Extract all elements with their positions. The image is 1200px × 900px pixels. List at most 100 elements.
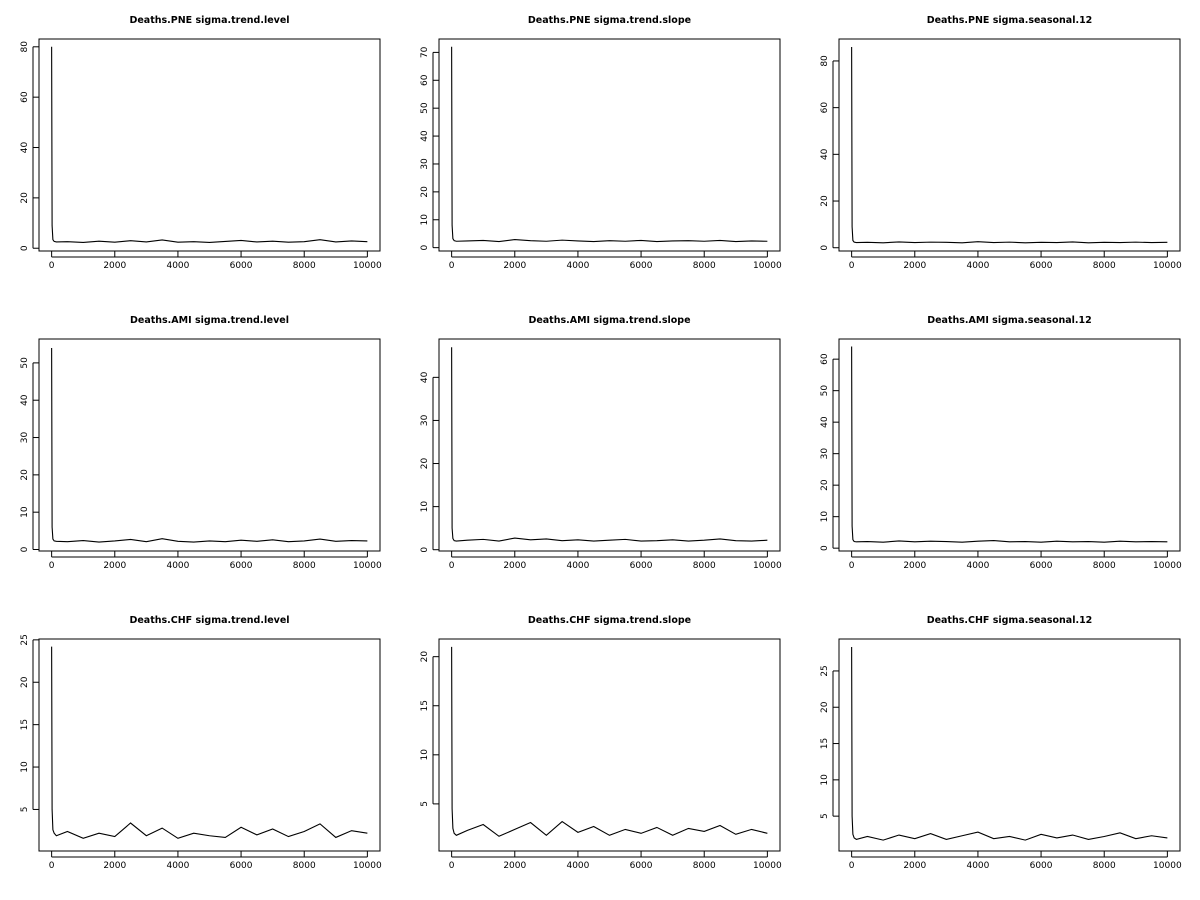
plot-frame	[838, 638, 1181, 852]
x-tick-label: 6000	[1030, 861, 1053, 871]
y-tick-label: 15	[820, 738, 830, 749]
panel-title: Deaths.CHF sigma.seasonal.12	[927, 615, 1093, 626]
y-tick-label: 10	[820, 774, 830, 786]
x-tick-label: 2000	[903, 861, 926, 871]
y-tick-label: 20	[420, 186, 430, 198]
y-tick-label: 10	[820, 511, 830, 523]
y-tick-label: 10	[420, 749, 430, 761]
x-tick-label: 6000	[630, 861, 653, 871]
y-tick-label: 0	[820, 245, 830, 251]
plot-frame	[438, 38, 781, 252]
y-tick-label: 40	[20, 394, 30, 406]
x-tick-label: 8000	[693, 861, 716, 871]
y-tick-label: 30	[420, 158, 430, 170]
y-tick-label: 50	[420, 102, 430, 114]
plot-frame	[438, 638, 781, 852]
x-tick-label: 4000	[166, 561, 189, 571]
x-tick-label: 2000	[903, 561, 926, 571]
y-tick-label: 20	[820, 701, 830, 713]
panel-title: Deaths.PNE sigma.seasonal.12	[927, 15, 1093, 26]
y-tick-label: 80	[820, 55, 830, 67]
y-tick-label: 40	[820, 148, 830, 160]
x-tick-label: 8000	[293, 861, 316, 871]
trace-line	[851, 346, 1168, 543]
panel: Deaths.CHF sigma.trend.slope 0 2000 4000 600…	[420, 615, 782, 871]
y-tick-label: 80	[20, 41, 30, 53]
y-tick-label: 10	[20, 506, 30, 518]
plot-frame	[38, 638, 381, 852]
trace-line	[451, 347, 768, 542]
plot-frame	[838, 38, 1181, 252]
x-tick-label: 2000	[103, 561, 126, 571]
y-tick-label: 10	[420, 214, 430, 226]
y-tick-label: 40	[420, 130, 430, 142]
panel: Deaths.AMI sigma.seasonal.120 2000 4000 600…	[820, 315, 1182, 571]
x-tick-label: 2000	[503, 261, 526, 271]
x-tick-label: 0	[449, 261, 455, 271]
y-tick-label: 0	[20, 546, 30, 552]
y-tick-label: 15	[20, 719, 30, 730]
x-tick-label: 4000	[966, 861, 989, 871]
y-tick-label: 40	[20, 142, 30, 154]
x-tick-label: 6000	[230, 261, 253, 271]
y-tick-label: 5	[820, 813, 830, 819]
x-tick-label: 4000	[566, 861, 589, 871]
x-tick-label: 8000	[693, 561, 716, 571]
x-tick-label: 0	[849, 561, 855, 571]
x-tick-label: 2000	[103, 261, 126, 271]
y-tick-label: 20	[820, 195, 830, 207]
x-tick-label: 0	[49, 561, 55, 571]
x-tick-label: 8000	[1093, 561, 1116, 571]
y-tick-label: 60	[820, 353, 830, 365]
x-tick-label: 8000	[293, 561, 316, 571]
x-tick-label: 8000	[293, 261, 316, 271]
y-tick-label: 10	[420, 501, 430, 513]
y-tick-label: 20	[420, 458, 430, 470]
y-tick-label: 30	[420, 414, 430, 426]
x-tick-label: 8000	[693, 261, 716, 271]
x-tick-label: 10000	[1153, 561, 1182, 571]
x-tick-label: 10000	[753, 861, 782, 871]
y-tick-label: 20	[20, 676, 30, 688]
y-tick-label: 25	[20, 634, 30, 645]
x-tick-label: 4000	[566, 561, 589, 571]
y-tick-label: 40	[820, 416, 830, 428]
x-tick-label: 2000	[503, 561, 526, 571]
panel: Deaths.CHF sigma.seasonal.12 0 2000 4000 600…	[820, 615, 1182, 871]
y-tick-label: 20	[20, 469, 30, 481]
y-tick-label: 40	[420, 371, 430, 383]
panel-title: Deaths.CHF sigma.trend.slope	[528, 615, 691, 626]
panel: Deaths.AMI sigma.trend.slope 0 2000 4000 600…	[420, 315, 782, 571]
x-tick-label: 0	[849, 261, 855, 271]
x-tick-label: 4000	[566, 261, 589, 271]
panel: Deaths.AMI sigma.trend.level 0 2000 4000 600…	[20, 315, 382, 571]
x-tick-label: 10000	[1153, 261, 1182, 271]
x-tick-label: 10000	[753, 561, 782, 571]
panel-title: Deaths.PNE sigma.trend.slope	[528, 15, 691, 26]
x-tick-label: 10000	[353, 561, 382, 571]
y-tick-label: 30	[820, 448, 830, 460]
x-tick-label: 0	[49, 261, 55, 271]
x-tick-label: 0	[49, 861, 55, 871]
y-tick-label: 50	[820, 385, 830, 397]
panel: Deaths.PNE sigma.seasonal.120 2000 4000 600…	[820, 15, 1182, 271]
y-tick-label: 0	[420, 547, 430, 553]
y-tick-label: 15	[420, 700, 430, 711]
x-tick-label: 4000	[166, 261, 189, 271]
panel-title: Deaths.AMI sigma.trend.slope	[528, 315, 690, 326]
trace-line	[51, 646, 368, 839]
x-tick-label: 6000	[230, 561, 253, 571]
y-tick-label: 50	[20, 357, 30, 369]
plot-frame	[838, 338, 1181, 552]
y-tick-label: 0	[420, 245, 430, 251]
panel: Deaths.CHF sigma.trend.level 0 2000 4000 600…	[20, 615, 382, 871]
x-tick-label: 10000	[1153, 861, 1182, 871]
y-tick-label: 60	[820, 102, 830, 114]
x-tick-label: 2000	[503, 861, 526, 871]
x-tick-label: 0	[449, 861, 455, 871]
y-tick-label: 25	[820, 665, 830, 676]
y-tick-label: 20	[820, 479, 830, 491]
